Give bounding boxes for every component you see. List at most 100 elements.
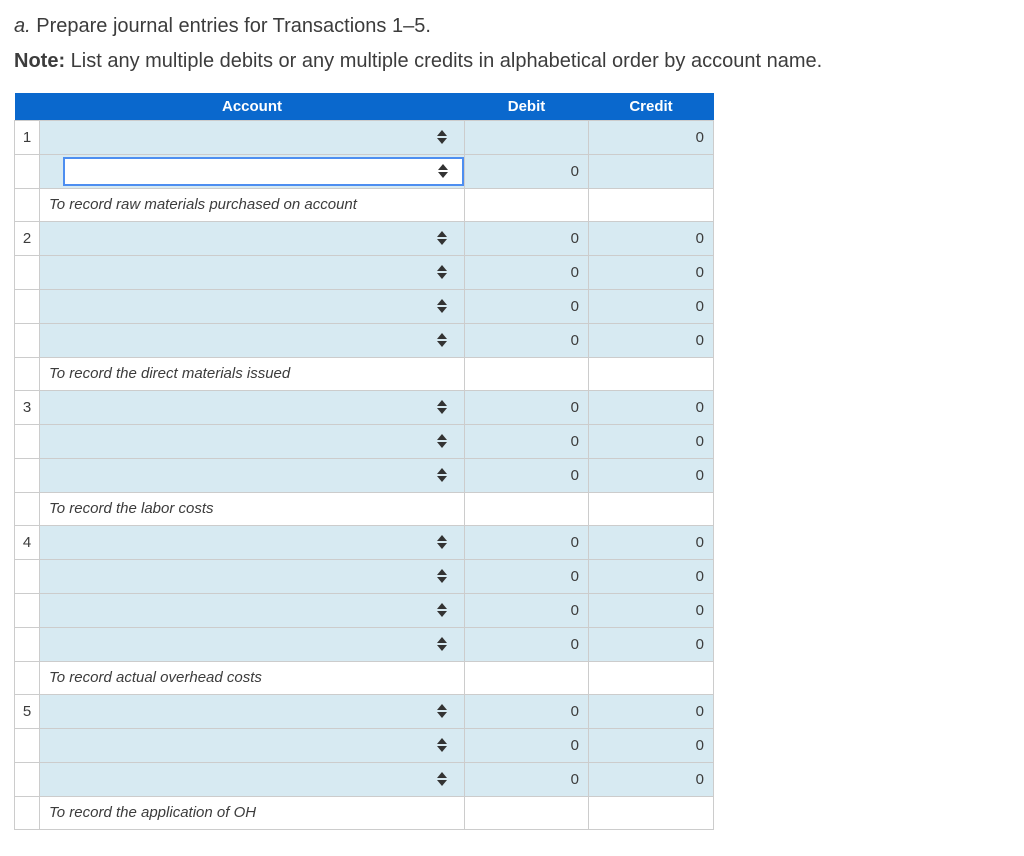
credit-cell[interactable]: 0	[588, 524, 714, 560]
account-select-dropdown[interactable]	[40, 729, 464, 762]
debit-cell[interactable]: 0	[464, 524, 589, 560]
row-number-cell	[14, 423, 40, 459]
memo-credit-cell	[588, 356, 714, 391]
credit-cell[interactable]: 0	[588, 423, 714, 459]
debit-cell[interactable]: 0	[464, 254, 589, 290]
account-cell	[39, 457, 465, 493]
up-triangle-icon	[437, 400, 447, 406]
credit-cell[interactable]: 0	[588, 558, 714, 594]
account-select-dropdown[interactable]	[40, 290, 464, 323]
debit-cell[interactable]: 0	[464, 389, 589, 425]
memo-cell: To record actual overhead costs	[39, 660, 465, 695]
memo-debit-cell	[464, 491, 589, 526]
down-triangle-icon	[437, 341, 447, 347]
account-cell	[39, 322, 465, 358]
select-up-down-arrows-icon	[437, 265, 447, 279]
down-triangle-icon	[437, 408, 447, 414]
debit-cell[interactable]: 0	[464, 220, 589, 256]
credit-cell[interactable]: 0	[588, 254, 714, 290]
debit-cell[interactable]: 0	[464, 592, 589, 628]
journal-table-body: 1 0 0 To record raw materials purchased on …	[14, 119, 714, 830]
credit-cell[interactable]: 0	[588, 322, 714, 358]
account-select-dropdown[interactable]	[40, 594, 464, 627]
credit-cell[interactable]: 0	[588, 389, 714, 425]
select-up-down-arrows-icon	[437, 400, 447, 414]
account-select-dropdown[interactable]	[40, 763, 464, 796]
debit-cell[interactable]: 0	[464, 288, 589, 324]
instruction-line: a. Prepare journal entries for Transacti…	[14, 13, 1024, 39]
select-up-down-arrows-icon	[437, 434, 447, 448]
credit-cell[interactable]	[588, 153, 714, 189]
account-select-dropdown[interactable]	[40, 459, 464, 492]
credit-cell[interactable]: 0	[588, 592, 714, 628]
debit-cell[interactable]: 0	[464, 322, 589, 358]
credit-cell[interactable]: 0	[588, 693, 714, 729]
debit-cell[interactable]: 0	[464, 423, 589, 459]
account-select-dropdown[interactable]	[40, 560, 464, 593]
account-select-dropdown[interactable]	[40, 425, 464, 458]
credit-cell[interactable]: 0	[588, 119, 714, 155]
select-up-down-arrows-icon	[437, 130, 447, 144]
account-select-dropdown[interactable]	[40, 695, 464, 728]
credit-cell[interactable]: 0	[588, 626, 714, 662]
account-cell	[39, 626, 465, 662]
credit-cell[interactable]: 0	[588, 727, 714, 763]
memo-cell: To record the application of OH	[39, 795, 465, 830]
account-select-dropdown[interactable]	[40, 121, 464, 154]
account-select-dropdown[interactable]	[40, 222, 464, 255]
credit-cell[interactable]: 0	[588, 288, 714, 324]
debit-cell[interactable]: 0	[464, 727, 589, 763]
header-account: Account	[39, 93, 465, 120]
account-select-dropdown[interactable]	[63, 156, 464, 186]
journal-table: Account Debit Credit 1 0 0 To record raw ma…	[14, 93, 714, 830]
account-select-dropdown[interactable]	[40, 628, 464, 661]
note-label: Note:	[14, 50, 66, 72]
row-number-cell	[14, 356, 40, 391]
debit-cell[interactable]: 0	[464, 558, 589, 594]
row-number-cell	[14, 592, 40, 628]
account-select-dropdown[interactable]	[40, 256, 464, 289]
down-triangle-icon	[437, 746, 447, 752]
credit-cell[interactable]: 0	[588, 761, 714, 797]
debit-cell[interactable]	[464, 119, 589, 155]
up-triangle-icon	[438, 164, 448, 170]
up-triangle-icon	[437, 603, 447, 609]
up-triangle-icon	[437, 265, 447, 271]
up-triangle-icon	[437, 535, 447, 541]
header-number	[14, 93, 40, 120]
credit-cell[interactable]: 0	[588, 457, 714, 493]
debit-cell[interactable]: 0	[464, 761, 589, 797]
row-number-cell	[14, 558, 40, 594]
debit-cell[interactable]: 0	[464, 693, 589, 729]
memo-debit-cell	[464, 187, 589, 222]
down-triangle-icon	[437, 239, 447, 245]
debit-cell[interactable]: 0	[464, 457, 589, 493]
account-select-dropdown[interactable]	[40, 324, 464, 357]
up-triangle-icon	[437, 231, 447, 237]
instruction-letter: a.	[14, 15, 31, 37]
up-triangle-icon	[437, 704, 447, 710]
account-select-dropdown[interactable]	[40, 391, 464, 424]
credit-cell[interactable]: 0	[588, 220, 714, 256]
debit-cell[interactable]: 0	[464, 153, 589, 189]
down-triangle-icon	[437, 543, 447, 549]
row-number-cell	[14, 660, 40, 695]
header-debit: Debit	[464, 93, 589, 120]
account-cell	[39, 693, 465, 729]
account-select-dropdown[interactable]	[40, 526, 464, 559]
down-triangle-icon	[437, 645, 447, 651]
account-cell	[39, 153, 465, 189]
account-cell	[39, 254, 465, 290]
account-cell	[39, 423, 465, 459]
select-up-down-arrows-icon	[437, 772, 447, 786]
account-cell	[39, 524, 465, 560]
up-triangle-icon	[437, 569, 447, 575]
account-cell	[39, 592, 465, 628]
debit-cell[interactable]: 0	[464, 626, 589, 662]
